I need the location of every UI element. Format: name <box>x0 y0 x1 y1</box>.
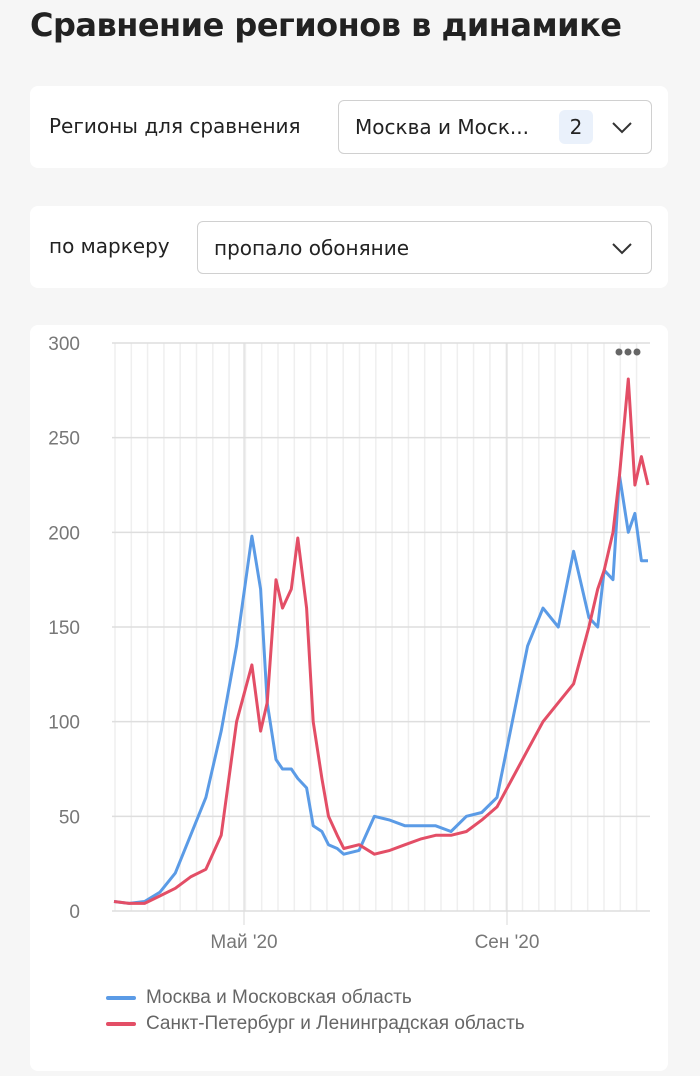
marker-label: по маркеру <box>49 234 170 258</box>
line-chart[interactable]: 0 50 100 150 200 250 300 Май '20 Сен '20 <box>30 325 668 1071</box>
legend-label: Санкт-Петербург и Ленинградская область <box>146 1013 525 1034</box>
legend-label: Москва и Московская область <box>146 987 412 1008</box>
legend-swatch <box>106 1022 136 1026</box>
regions-filter-card: Регионы для сравнения Москва и Моск... 2 <box>30 86 668 168</box>
svg-text:Сен '20: Сен '20 <box>475 932 540 953</box>
marker-filter-card: по маркеру пропало обоняние <box>30 206 668 288</box>
regions-select-value: Москва и Моск... <box>355 115 529 139</box>
chevron-down-icon <box>612 242 632 254</box>
series-lines <box>113 377 650 905</box>
svg-text:250: 250 <box>48 429 80 450</box>
regions-label: Регионы для сравнения <box>49 114 301 138</box>
series-line <box>113 474 648 905</box>
page-title: Сравнение регионов в динамике <box>30 6 622 44</box>
legend-item[interactable]: Москва и Московская область <box>106 985 525 1011</box>
more-dots-icon[interactable] <box>615 348 641 356</box>
svg-text:50: 50 <box>59 807 80 828</box>
marker-select[interactable]: пропало обоняние <box>197 221 652 274</box>
series-line <box>113 377 650 905</box>
svg-text:200: 200 <box>48 523 80 544</box>
svg-text:300: 300 <box>48 334 80 355</box>
y-axis-labels: 0 50 100 150 200 250 300 <box>48 334 80 923</box>
svg-text:100: 100 <box>48 713 80 734</box>
svg-text:0: 0 <box>69 902 80 923</box>
legend-item[interactable]: Санкт-Петербург и Ленинградская область <box>106 1011 525 1037</box>
chart-legend: Москва и Московская область Санкт-Петерб… <box>106 985 525 1037</box>
vertical-gridlines <box>114 343 638 925</box>
svg-text:150: 150 <box>48 618 80 639</box>
x-axis-labels: Май '20 Сен '20 <box>210 932 539 953</box>
svg-text:Май '20: Май '20 <box>210 932 277 953</box>
regions-count-badge: 2 <box>559 110 593 144</box>
chevron-down-icon <box>612 122 632 134</box>
marker-select-value: пропало обоняние <box>214 235 410 260</box>
legend-swatch <box>106 996 136 1000</box>
chart-card: 0 50 100 150 200 250 300 Май '20 Сен '20 Москва… <box>30 325 668 1071</box>
regions-select[interactable]: Москва и Моск... 2 <box>338 100 652 154</box>
horizontal-gridlines <box>112 342 650 912</box>
